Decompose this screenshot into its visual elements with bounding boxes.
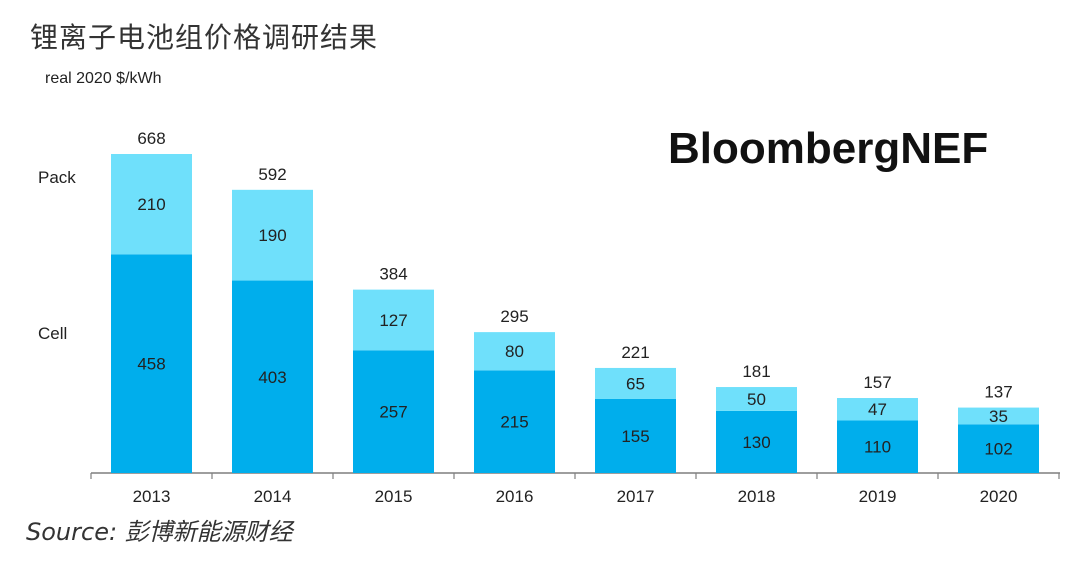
- label-pack-2017: 65: [626, 374, 645, 393]
- unit-label: real 2020 $/kWh: [45, 70, 162, 87]
- label-pack-2018: 50: [747, 390, 766, 409]
- bar-pack-2015: [353, 289, 434, 351]
- label-pack-2015: 127: [379, 311, 407, 330]
- x-tick-label-2020: 2020: [980, 487, 1018, 506]
- chart-title: 锂离子电池组价格调研结果: [30, 21, 379, 54]
- label-total-2013: 668: [137, 129, 165, 148]
- label-pack-2013: 210: [137, 195, 165, 214]
- x-tick-label-2019: 2019: [859, 487, 897, 506]
- brand-logo-text: BloombergNEF: [668, 124, 989, 173]
- label-cell-2020: 102: [984, 440, 1012, 459]
- bar-pack-2014: [232, 189, 313, 281]
- label-total-2015: 384: [379, 265, 407, 284]
- label-total-2020: 137: [984, 383, 1012, 402]
- bar-cell-2014: [232, 280, 313, 473]
- label-pack-2016: 80: [505, 342, 524, 361]
- label-cell-2017: 155: [621, 427, 649, 446]
- label-total-2019: 157: [863, 373, 891, 392]
- label-cell-2015: 257: [379, 403, 407, 422]
- label-cell-2013: 458: [137, 355, 165, 374]
- label-total-2017: 221: [621, 343, 649, 362]
- x-tick-label-2017: 2017: [617, 487, 655, 506]
- bar-cell-2019: [837, 420, 918, 473]
- bar-cell-2013: [111, 254, 192, 473]
- source-note: Source: 彭博新能源财经: [26, 518, 293, 546]
- x-tick-label-2016: 2016: [496, 487, 534, 506]
- label-cell-2014: 403: [258, 368, 286, 387]
- bar-pack-2013: [111, 154, 192, 255]
- bar-cell-2017: [595, 398, 676, 473]
- label-total-2016: 295: [500, 307, 528, 326]
- x-tick-label-2018: 2018: [738, 487, 776, 506]
- bar-cell-2020: [958, 424, 1039, 473]
- legend-cell-label: Cell: [38, 324, 68, 343]
- x-tick-label-2014: 2014: [254, 487, 292, 506]
- label-pack-2020: 35: [989, 407, 1008, 426]
- label-total-2014: 592: [258, 165, 286, 184]
- bar-pack-2019: [837, 398, 918, 421]
- bar-pack-2017: [595, 367, 676, 399]
- label-pack-2014: 190: [258, 226, 286, 245]
- bar-pack-2020: [958, 407, 1039, 425]
- label-cell-2019: 110: [864, 438, 891, 457]
- bar-cell-2018: [716, 410, 797, 473]
- bar-pack-2016: [474, 332, 555, 371]
- legend-pack-label: Pack: [38, 168, 76, 187]
- x-tick-label-2015: 2015: [375, 487, 413, 506]
- bar-cell-2015: [353, 350, 434, 473]
- x-tick-label-2013: 2013: [133, 487, 171, 506]
- label-cell-2016: 215: [500, 413, 528, 432]
- label-pack-2019: 47: [868, 400, 887, 419]
- bar-pack-2018: [716, 387, 797, 411]
- label-total-2018: 181: [742, 362, 770, 381]
- bar-cell-2016: [474, 370, 555, 473]
- label-cell-2018: 130: [742, 433, 770, 452]
